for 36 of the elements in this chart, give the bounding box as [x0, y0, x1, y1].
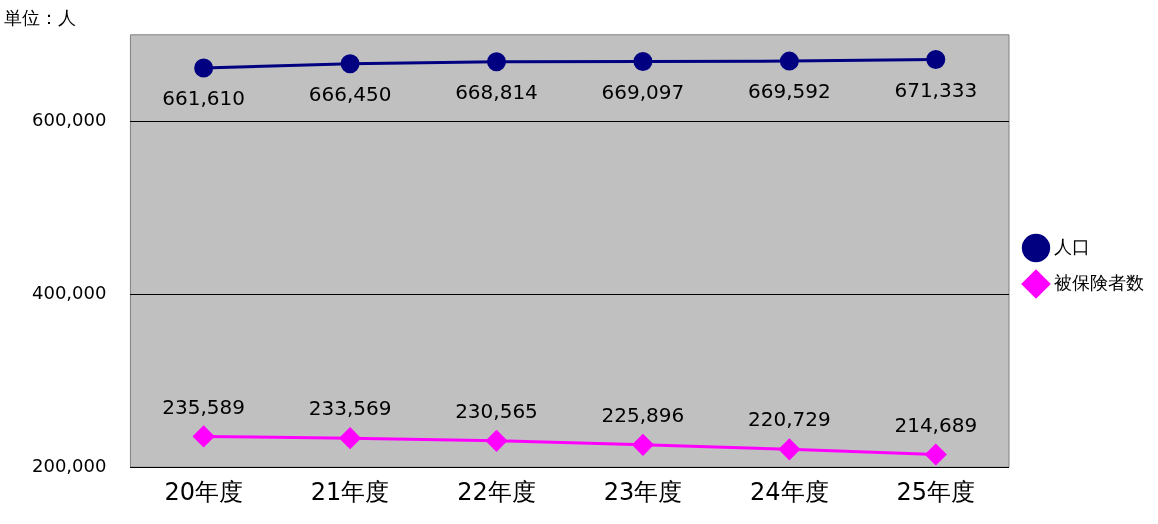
data-label: 668,814 [455, 79, 538, 104]
data-label: 671,333 [894, 77, 978, 102]
point [340, 54, 360, 74]
y-tick-label: 600,000 [32, 108, 107, 130]
point [193, 425, 215, 447]
data-label: 220,729 [748, 407, 831, 432]
x-tick-label: 25年度 [896, 477, 976, 506]
data-label: 230,565 [455, 398, 538, 423]
point [486, 430, 507, 452]
data-label: 214,689 [894, 412, 978, 437]
data-label: 669,097 [601, 79, 685, 104]
x-tick-label: 22年度 [457, 477, 536, 506]
x-tick-label: 24年度 [750, 477, 829, 506]
point [925, 444, 947, 465]
point [633, 52, 653, 72]
data-label: 661,610 [162, 86, 246, 111]
data-label: 233,569 [308, 396, 392, 421]
point [339, 427, 361, 449]
y-axis-title: 単位：人 [4, 6, 76, 30]
x-tick-label: 20年度 [164, 477, 243, 506]
legend-label: 被保険者数 [1054, 271, 1144, 293]
point [632, 434, 654, 456]
legend-label: 人口 [1054, 235, 1090, 257]
y-tick-label: 400,000 [32, 281, 107, 303]
point [779, 51, 799, 71]
x-tick-label: 21年度 [310, 477, 390, 506]
data-label: 235,589 [162, 394, 246, 419]
point [778, 438, 800, 460]
x-tick-label: 23年度 [603, 477, 683, 506]
point [926, 50, 946, 70]
point [194, 58, 214, 78]
y-tick-label: 200,000 [32, 454, 107, 476]
data-label: 666,450 [308, 82, 392, 107]
point [487, 52, 506, 72]
data-label: 225,896 [601, 403, 685, 428]
data-label: 669,592 [748, 79, 831, 104]
